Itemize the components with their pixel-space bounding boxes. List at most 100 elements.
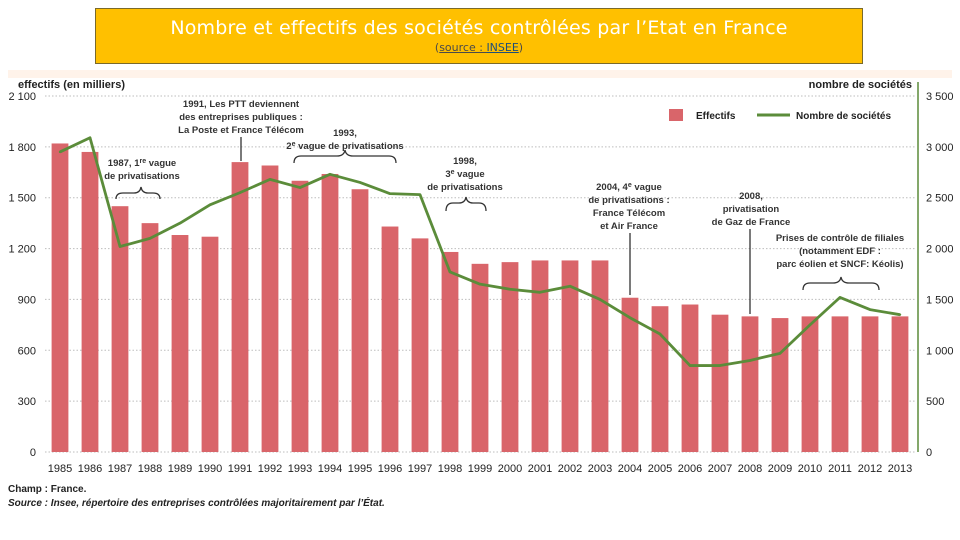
bar [501, 262, 519, 452]
line-point [478, 282, 482, 286]
bar [441, 251, 459, 452]
bar [471, 263, 489, 452]
line-point [58, 150, 62, 154]
x-tick-label: 2013 [888, 463, 912, 475]
bar [51, 143, 69, 452]
annotation-1991-line3: La Poste et France Télécom [178, 125, 304, 136]
footer-champ: Champ : France. [8, 484, 87, 495]
bar [531, 260, 549, 452]
line-point [238, 191, 242, 194]
line-point [118, 245, 122, 248]
line-point [148, 237, 152, 240]
annotations: 1987, 1re vague de privatisations 1991, … [104, 99, 904, 314]
annotation-2004-line2: de privatisations : [588, 195, 669, 206]
x-tick-label: 1992 [258, 463, 282, 475]
bar [621, 297, 639, 452]
line-point [838, 296, 842, 299]
bar [801, 316, 819, 452]
line-point [418, 193, 422, 196]
legend-swatch-effectifs [669, 109, 683, 121]
right-tick-label: 0 [926, 447, 932, 459]
annotation-2010-line3: parc éolien et SNCF: Kéolis) [776, 259, 903, 270]
right-tick-label: 1 500 [926, 294, 954, 306]
line-point [88, 136, 92, 139]
bar [651, 306, 669, 452]
bar [261, 165, 279, 452]
source-label: source : [439, 41, 487, 54]
bar [81, 151, 99, 452]
x-tick-label: 1997 [408, 463, 432, 475]
right-tick-label: 1 000 [926, 345, 954, 357]
annotation-2004-line3: France Télécom [593, 208, 665, 219]
right-tick-label: 3 500 [926, 91, 954, 103]
line-point [718, 364, 722, 367]
bar [741, 316, 759, 452]
x-tick-label: 2001 [528, 463, 552, 475]
annotation-1991-line2: des entreprises publiques : [179, 112, 303, 123]
x-tick-label: 1996 [378, 463, 402, 475]
legend: Effectifs Nombre de sociétés [669, 109, 891, 122]
x-tick-label: 1987 [108, 463, 132, 475]
x-tick-label: 2012 [858, 463, 882, 475]
brace-1993 [293, 149, 397, 164]
x-tick-label: 2003 [588, 463, 612, 475]
bar [201, 236, 219, 452]
left-tick-label: 300 [18, 396, 36, 408]
bar [141, 223, 159, 452]
bar [171, 235, 189, 452]
x-tick-label: 1999 [468, 463, 492, 475]
source-open: ( [434, 41, 440, 54]
x-tick-label: 1998 [438, 463, 462, 475]
line-point [688, 364, 692, 367]
line-point [658, 332, 662, 336]
annotation-1998-line1: 1998, [453, 156, 477, 167]
line-point [268, 178, 272, 181]
bar [321, 173, 339, 452]
source-close: ) [518, 41, 524, 54]
bar [231, 162, 249, 452]
x-tick-label: 1989 [168, 463, 192, 475]
bar [831, 316, 849, 452]
x-tick-label: 2010 [798, 463, 822, 475]
line-point [748, 359, 752, 362]
left-axis-label: effectifs (en milliers) [18, 79, 125, 91]
line-point [628, 316, 632, 319]
bar [771, 318, 789, 452]
x-tick-label: 1995 [348, 463, 372, 475]
bar [591, 260, 609, 452]
annotation-1987-line1: 1987, 1re vague [108, 158, 176, 169]
left-tick-label: 600 [18, 345, 36, 357]
line-point [538, 291, 542, 294]
x-tick-label: 2007 [708, 463, 732, 475]
line-point [508, 288, 512, 291]
brace-2010 [802, 276, 880, 291]
line-point [898, 313, 902, 316]
annotation-2004-line4: et Air France [600, 221, 658, 232]
right-tick-label: 2 500 [926, 193, 954, 205]
bar [291, 180, 309, 452]
x-tick-label: 1988 [138, 463, 162, 475]
line-point [868, 308, 872, 311]
page-title: Nombre et effectifs des sociétés contrôl… [170, 17, 788, 39]
source-link[interactable]: INSEE [486, 41, 519, 54]
annotation-2008-line3: de Gaz de France [712, 217, 791, 228]
annotation-1991-line1: 1991, Les PTT deviennent [183, 99, 300, 110]
footer-source: Source : Insee, répertoire des entrepris… [8, 498, 385, 509]
left-tick-label: 1 800 [8, 142, 36, 154]
x-tick-label: 2005 [648, 463, 672, 475]
line-point [568, 285, 572, 288]
x-tick-label: 1990 [198, 463, 222, 475]
line-point [388, 192, 392, 195]
annotation-1987-line2: de privatisations [104, 171, 180, 182]
chart-top-band [8, 70, 952, 78]
left-tick-label: 2 100 [8, 91, 36, 103]
left-tick-label: 900 [18, 294, 36, 306]
bar [681, 304, 699, 452]
annotation-1993-line2: 2e vague de privatisations [286, 141, 403, 152]
title-box: Nombre et effectifs des sociétés contrôl… [95, 8, 863, 64]
x-tick-label: 2002 [558, 463, 582, 475]
annotation-1998-line3: de privatisations [427, 182, 503, 193]
x-tick-label: 1985 [48, 463, 72, 475]
